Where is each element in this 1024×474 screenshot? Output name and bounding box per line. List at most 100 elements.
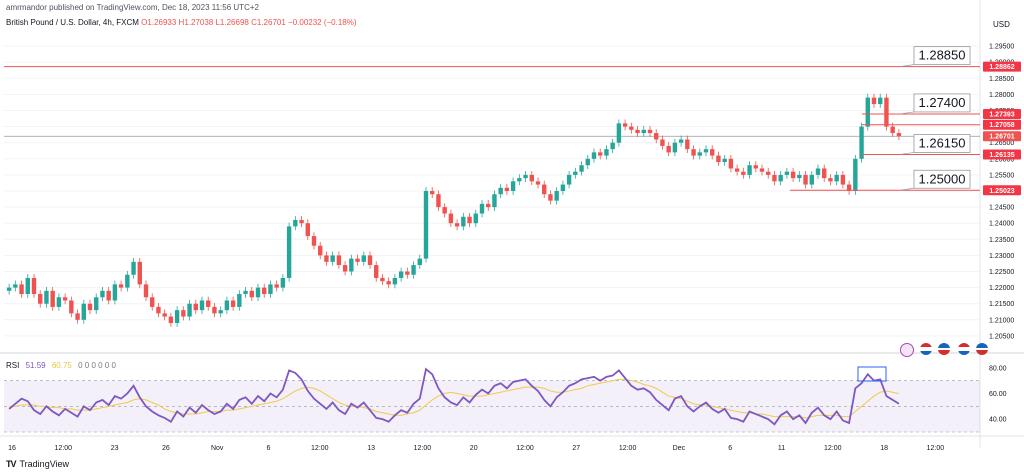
candle (118, 284, 124, 288)
level-callout-label: 1.27400 (919, 95, 966, 110)
candle (380, 277, 385, 282)
candle (87, 303, 93, 311)
y-tick-label: 1.25500 (989, 172, 1014, 179)
candle (591, 152, 597, 159)
candle (293, 219, 298, 227)
x-tick-label: 16 (8, 445, 16, 452)
candle (504, 187, 510, 191)
y-tick-label: 1.24500 (989, 205, 1014, 212)
price-tag (983, 149, 1021, 160)
symbol-line: British Pound / U.S. Dollar, 4h, FXCM O1… (6, 18, 357, 27)
tradingview-logo-icon: TV (6, 459, 16, 469)
flag-gb-icon[interactable] (976, 343, 988, 355)
candle (598, 152, 603, 156)
candle (125, 274, 130, 288)
candle (423, 191, 429, 259)
candle (131, 261, 136, 275)
flag-us-icon[interactable] (920, 343, 932, 355)
price-tag-label: 1.27058 (989, 122, 1014, 129)
candle (106, 290, 111, 301)
ohlc-low: L1.26698 (215, 18, 249, 27)
candle (529, 174, 534, 182)
y-tick-label: 1.23500 (989, 237, 1014, 244)
candle (678, 139, 684, 143)
candle (629, 126, 634, 130)
candle (884, 97, 889, 127)
candle (69, 300, 74, 314)
candle (778, 174, 783, 182)
candle (772, 174, 777, 182)
candle (859, 126, 864, 159)
candle (517, 178, 522, 182)
flag-us-icon[interactable] (958, 343, 970, 355)
x-tick-label: 18 (880, 445, 888, 452)
x-tick-label: 23 (111, 445, 119, 452)
candle (218, 310, 223, 314)
callout-leader (899, 152, 915, 155)
candle (822, 168, 827, 179)
rsi-tick-label: 40.00 (989, 417, 1007, 424)
candle (75, 313, 80, 320)
candle (566, 174, 572, 185)
candle (834, 174, 839, 182)
candle (660, 139, 665, 146)
price-change: −0.00232 (−0.18%) (288, 18, 357, 27)
candle (604, 149, 609, 156)
candle (374, 265, 379, 278)
callout-leader (899, 187, 915, 191)
candle (162, 313, 167, 317)
level-callout-box (913, 134, 971, 153)
candle (454, 223, 460, 227)
candle (548, 194, 553, 201)
candle (622, 123, 628, 127)
candle (137, 261, 142, 285)
candle (523, 174, 528, 179)
candle (430, 191, 435, 195)
candle (50, 290, 55, 307)
x-tick-label: 12:00 (414, 445, 432, 452)
candle (542, 184, 547, 195)
flag-gb-icon[interactable] (938, 343, 950, 355)
candle (672, 142, 678, 153)
candle (168, 316, 174, 324)
candle (747, 165, 752, 175)
candle (486, 203, 491, 208)
candle (828, 178, 833, 182)
candle (654, 133, 659, 140)
candle (398, 271, 404, 278)
candle (44, 290, 49, 304)
candle (330, 255, 335, 262)
candle (150, 297, 155, 307)
ohlc-open: O1.26933 (141, 18, 177, 27)
candle (896, 133, 902, 137)
x-tick-label: 12:00 (55, 445, 73, 452)
price-tag-label: 1.26135 (989, 152, 1014, 159)
candle (865, 97, 870, 127)
candle (94, 297, 99, 311)
callout-leader (899, 111, 915, 115)
lightning-icon[interactable] (900, 343, 914, 357)
candle (199, 300, 205, 311)
candle (616, 123, 622, 143)
brand-name: TradingView (19, 459, 70, 469)
x-tick-label: 6 (728, 445, 732, 452)
price-tag (983, 108, 1021, 119)
level-callout-label: 1.26150 (919, 135, 966, 150)
callout-leader (899, 64, 915, 67)
candle (448, 213, 454, 224)
rsi-legend: RSI 51.59 60.75 0 0 0 0 0 0 (6, 361, 116, 370)
candle (249, 290, 254, 298)
y-tick-label: 1.21000 (989, 317, 1014, 324)
candle (579, 165, 584, 172)
candle (243, 290, 248, 295)
candle (647, 129, 653, 134)
candle (38, 294, 43, 304)
x-tick-label: 26 (162, 445, 170, 452)
candle (212, 306, 217, 314)
tradingview-brand[interactable]: TV TradingView (6, 459, 69, 469)
rsi-line (8, 367, 900, 426)
candle (143, 284, 149, 298)
candle (840, 174, 846, 185)
x-tick-label: 11 (778, 445, 785, 452)
